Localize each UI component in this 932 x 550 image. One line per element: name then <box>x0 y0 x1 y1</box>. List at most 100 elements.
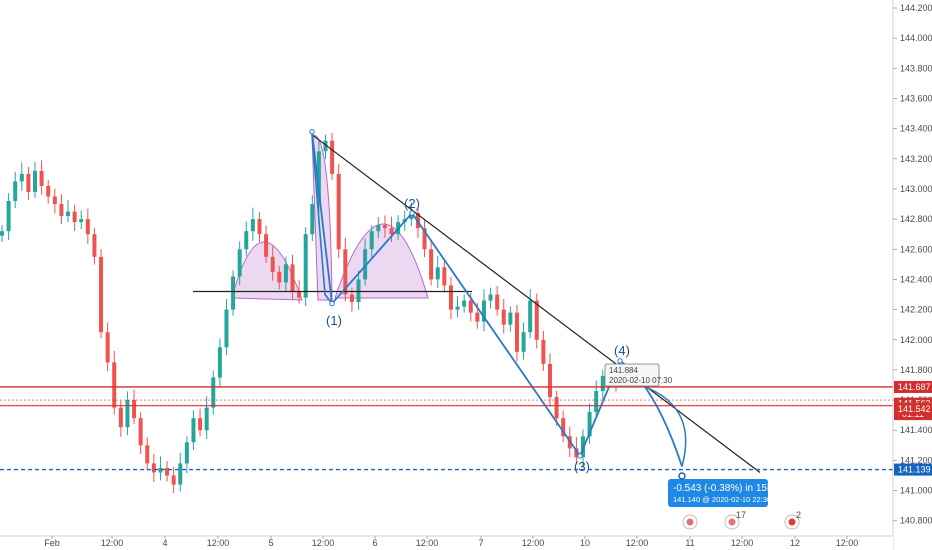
candle-body <box>310 204 315 235</box>
y-tick-label: 142.200 <box>900 305 932 315</box>
x-tick-label: Feb <box>44 538 60 548</box>
candle-body <box>0 231 4 236</box>
candle-body <box>448 285 453 310</box>
candle-body <box>118 407 123 428</box>
candle-body <box>13 181 18 202</box>
candle-body <box>594 391 599 413</box>
candle-body <box>290 264 295 292</box>
price-tooltip-time: 2020-02-10 07:30 <box>609 376 673 385</box>
candle-body <box>244 231 249 250</box>
price-badge-low-label: 141.542 <box>898 404 931 414</box>
candle-body <box>92 234 97 257</box>
wave-label-3: (3) <box>574 459 590 474</box>
event-marker-2-dot <box>728 518 736 526</box>
candle-body <box>429 249 434 280</box>
candle-body <box>66 211 71 217</box>
candle-body <box>409 213 414 220</box>
price-tooltip-value: 141.884 <box>609 366 638 375</box>
wave-point[interactable] <box>409 210 415 216</box>
candle-body <box>534 300 539 340</box>
candle-body <box>270 256 275 272</box>
candle-body <box>363 249 368 280</box>
candle-body <box>462 300 467 307</box>
candle-body <box>422 228 427 250</box>
candle-body <box>501 309 506 325</box>
candle-body <box>165 467 170 476</box>
y-tick-label: 143.800 <box>900 63 932 73</box>
event-marker-1-dot <box>686 518 694 526</box>
candle-body <box>574 448 579 458</box>
wave-point[interactable] <box>617 358 623 364</box>
candle-body <box>19 173 24 182</box>
candle-body <box>356 279 361 303</box>
candle-body <box>105 332 110 363</box>
x-tick-label: 10 <box>580 538 590 548</box>
candle-body <box>145 445 150 464</box>
wave-leg-1 <box>311 134 333 305</box>
y-tick-label: 144.200 <box>900 3 932 13</box>
candle-body <box>336 173 341 250</box>
candle-body <box>495 294 500 310</box>
candle-body <box>349 294 354 303</box>
x-tick-label: 12:00 <box>101 538 124 548</box>
x-tick-label: 12:00 <box>416 538 439 548</box>
price-badge-resistance <box>894 380 932 393</box>
x-tick-label: 12:00 <box>731 538 754 548</box>
price-badge-support-label: 141.139 <box>898 465 931 475</box>
candle-body <box>382 225 387 229</box>
trend-line <box>311 134 761 473</box>
y-tick-label: 141.800 <box>900 365 932 375</box>
candle-body <box>514 312 519 352</box>
x-tick-label: 12:00 <box>626 538 649 548</box>
candle-body <box>6 201 11 232</box>
x-tick-label: 6 <box>372 538 377 548</box>
candle-body <box>72 211 77 223</box>
candle-body <box>59 204 64 217</box>
candle-body <box>204 407 209 431</box>
x-tick-label: 5 <box>268 538 273 548</box>
y-tick-label: 141.400 <box>900 425 932 435</box>
measure-target: 141.140 @ 2020-02-10 22:30 <box>673 495 771 504</box>
candle-body <box>112 362 117 408</box>
candle-body <box>376 225 381 232</box>
candle-body <box>33 170 38 192</box>
y-tick-label: 140.800 <box>900 516 932 526</box>
candle-body <box>587 412 592 437</box>
candle-body <box>303 234 308 298</box>
candle-body <box>250 219 255 232</box>
candle-body <box>554 397 559 419</box>
candle-body <box>541 339 546 364</box>
wave-point[interactable] <box>577 453 583 459</box>
candle-body <box>198 418 203 431</box>
wave-label-1: (1) <box>326 313 342 328</box>
candle-body <box>46 185 51 197</box>
candle-body <box>138 418 143 446</box>
candle-body <box>600 375 605 392</box>
candle-body <box>369 231 374 250</box>
price-badge-resistance-label: 141.687 <box>898 382 931 392</box>
candle-body <box>455 306 460 310</box>
candle-body <box>211 377 216 408</box>
candle-body <box>475 312 480 322</box>
wave-point[interactable] <box>309 128 315 135</box>
candle-body <box>99 256 104 333</box>
y-tick-label: 143.000 <box>900 184 932 194</box>
x-tick-label: 12:00 <box>522 538 545 548</box>
time-axis <box>0 536 893 550</box>
candle-body <box>231 276 236 310</box>
x-tick-label: 12:00 <box>207 538 230 548</box>
candle-body <box>297 291 302 298</box>
measure-box <box>668 479 768 507</box>
candle-body <box>481 300 486 322</box>
y-tick-label: 141.000 <box>900 486 932 496</box>
wave-point[interactable] <box>329 300 335 307</box>
measure-endpoint[interactable] <box>678 472 686 480</box>
y-tick-label: 141.200 <box>900 455 932 465</box>
event-marker-3-dot <box>788 518 796 526</box>
candle-body <box>171 475 176 485</box>
candle-body <box>257 219 262 235</box>
price-badge-low <box>894 402 932 415</box>
candle-body <box>442 267 447 286</box>
